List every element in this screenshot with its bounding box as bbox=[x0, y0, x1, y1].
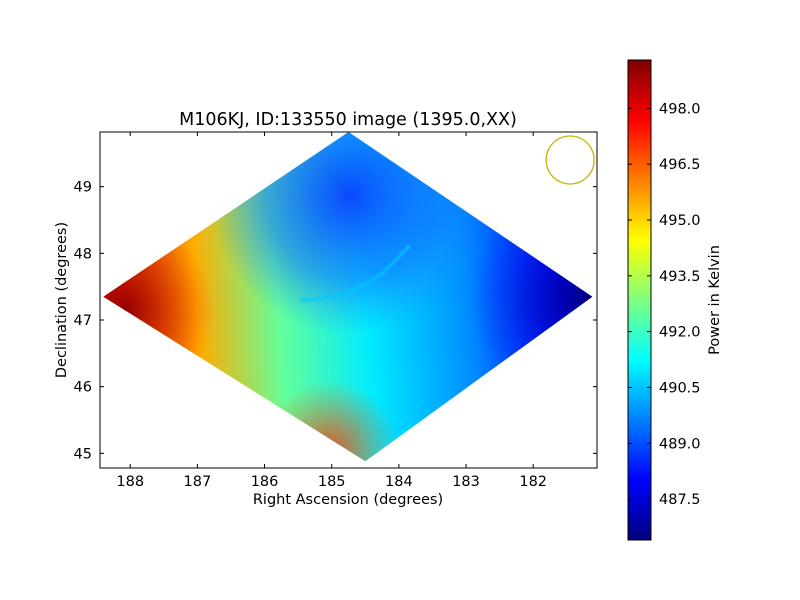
colorbar-tick-label: 492.0 bbox=[659, 325, 701, 341]
central-ridge bbox=[299, 243, 412, 302]
colorbar-label: Power in Kelvin bbox=[707, 245, 723, 355]
x-tick-label: 186 bbox=[251, 474, 279, 490]
y-tick-label: 49 bbox=[74, 180, 92, 196]
y-axis-label: Declination (degrees) bbox=[54, 222, 70, 378]
plot-frame bbox=[99, 131, 598, 469]
south-warm-region bbox=[103, 132, 593, 462]
colorbar-tick-label: 498.0 bbox=[659, 101, 701, 117]
y-tick-label: 46 bbox=[74, 380, 92, 396]
y-tick-label: 45 bbox=[74, 446, 92, 462]
x-tick-label: 188 bbox=[116, 474, 144, 490]
x-ticks: 188 187 186 185 184 183 182 bbox=[116, 132, 547, 490]
colorbar-tick-label: 495.0 bbox=[659, 213, 701, 229]
colorbar-tick-label: 490.5 bbox=[659, 380, 701, 396]
colorbar: 487.5 489.0 490.5 492.0 493.5 495.0 496.5 498.0 bbox=[627, 59, 701, 541]
y-tick-label: 48 bbox=[74, 246, 92, 262]
heatmap-plot: 188 187 186 185 184 183 182 45 46 47 48 49 bbox=[74, 131, 598, 490]
y-tick-label: 47 bbox=[74, 313, 92, 329]
colorbar-tick-label: 496.5 bbox=[659, 157, 701, 173]
x-tick-label: 182 bbox=[519, 474, 547, 490]
colorbar-ticks: 487.5 489.0 490.5 492.0 493.5 495.0 496.5 498.0 bbox=[628, 101, 701, 508]
colorbar-gradient bbox=[628, 60, 651, 540]
colorbar-tick-label: 487.5 bbox=[659, 492, 701, 508]
x-axis-label: Right Ascension (degrees) bbox=[253, 492, 443, 508]
chart-title: M106KJ, ID:133550 image (1395.0,XX) bbox=[179, 110, 517, 130]
x-tick-label: 185 bbox=[318, 474, 346, 490]
x-tick-label: 184 bbox=[385, 474, 413, 490]
colorbar-tick-label: 489.0 bbox=[659, 436, 701, 452]
x-tick-label: 187 bbox=[184, 474, 212, 490]
colorbar-frame bbox=[627, 59, 652, 541]
y-ticks: 45 46 47 48 49 bbox=[74, 180, 597, 462]
x-tick-label: 183 bbox=[452, 474, 480, 490]
colorbar-tick-label: 493.5 bbox=[659, 269, 701, 285]
beam-circle bbox=[545, 135, 595, 185]
